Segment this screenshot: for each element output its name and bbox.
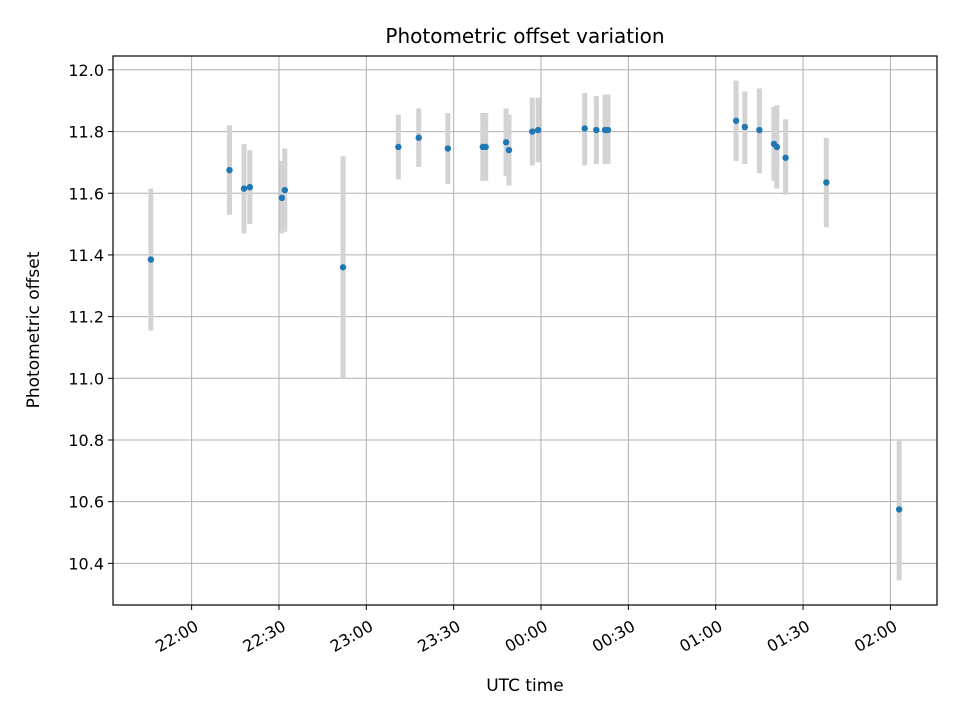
y-tick-label: 11.2 [68,308,104,327]
data-point [339,264,347,271]
y-axis-label: Photometric offset [24,251,44,408]
data-point [741,123,749,131]
data-point [773,143,781,151]
data-point [732,117,740,124]
data-point [226,166,233,174]
data-point [534,126,542,134]
data-point [581,125,588,132]
y-tick-label: 12.0 [68,61,104,80]
y-tick-label: 11.6 [68,184,104,203]
data-point [444,145,452,152]
data-point [415,134,422,141]
y-tick-label: 10.8 [68,431,104,450]
data-point [505,146,513,154]
y-tick-label: 11.8 [68,123,104,142]
data-point [756,126,763,134]
data-point [240,185,248,192]
chart-title: Photometric offset variation [385,24,664,48]
data-points [147,117,903,513]
grid [113,56,937,605]
data-point [281,186,288,194]
data-point [529,128,536,135]
data-point [823,179,830,186]
data-point [782,154,789,161]
data-point [246,183,254,191]
data-point [395,143,402,151]
y-axis: 10.4 10.6 10.8 11.0 11.2 11.4 11.6 11.8 12.0 [68,61,113,573]
data-point [502,139,510,146]
y-tick-label: 11.0 [68,369,104,388]
y-tick-label: 10.6 [68,493,104,512]
y-tick-label: 10.4 [68,554,104,573]
plot-frame [112,55,938,606]
data-point [278,194,286,202]
data-point [147,256,155,263]
data-point [482,143,489,151]
y-tick-label: 11.4 [68,246,104,265]
x-axis-label: UTC time [486,676,564,696]
data-point [895,506,903,513]
data-point [593,126,600,134]
data-point [604,126,612,134]
